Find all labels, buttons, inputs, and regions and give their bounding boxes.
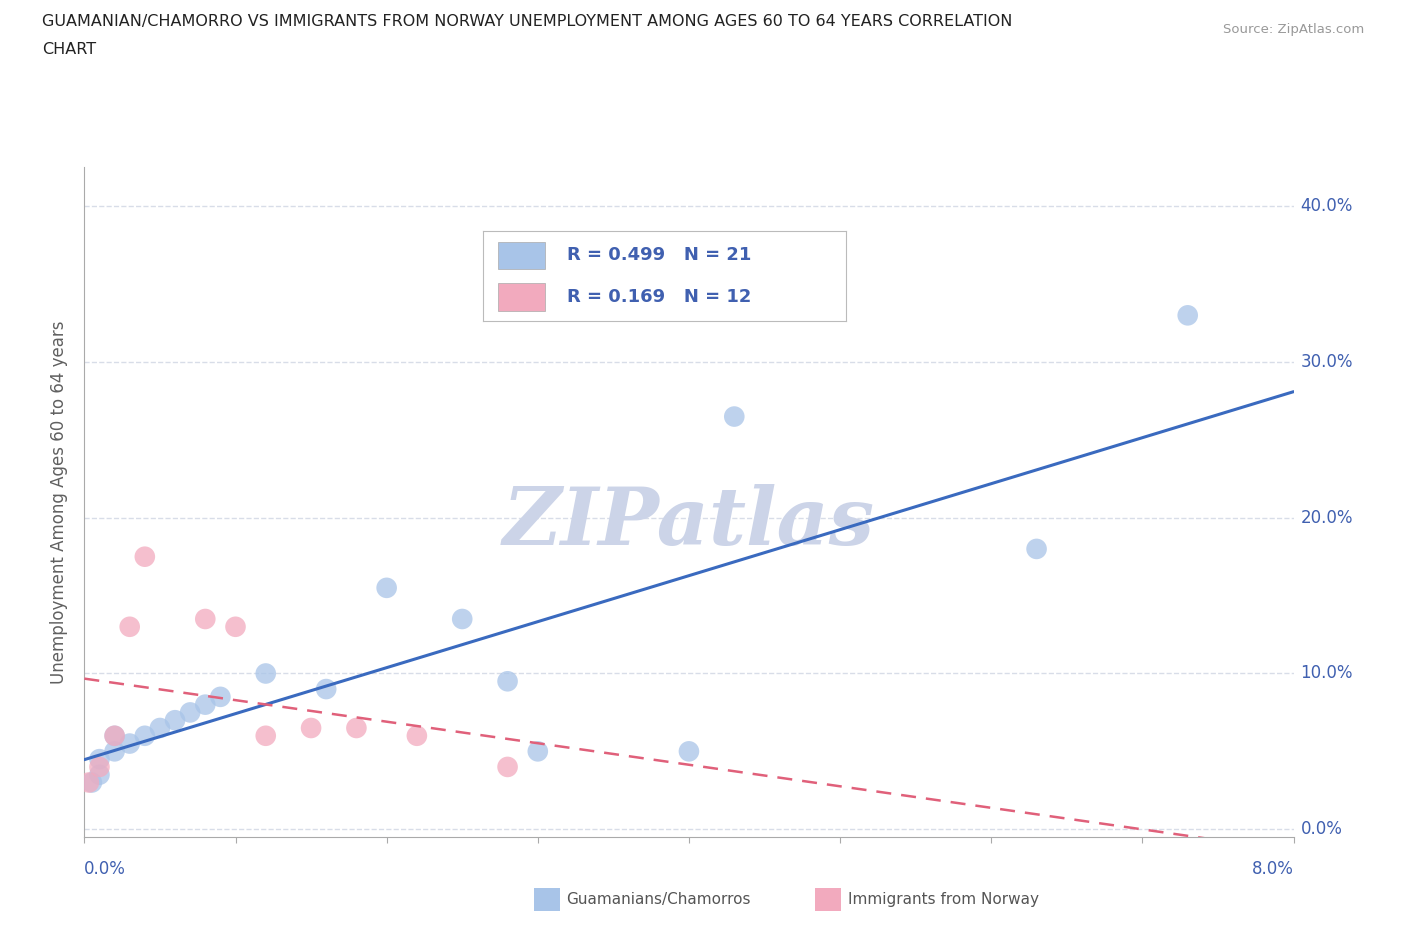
Point [179, 705, 201, 720]
Point [89, 751, 111, 766]
Point [134, 728, 156, 743]
Point [194, 698, 217, 712]
Point [89, 767, 111, 782]
Point [80, 775, 103, 790]
Point [451, 612, 474, 627]
Point [254, 666, 277, 681]
Point [77, 775, 100, 790]
Text: 20.0%: 20.0% [1301, 509, 1353, 526]
Text: Source: ZipAtlas.com: Source: ZipAtlas.com [1223, 23, 1364, 36]
Text: 10.0%: 10.0% [1301, 665, 1353, 683]
Point [527, 744, 550, 759]
Text: 8.0%: 8.0% [1251, 860, 1294, 878]
Text: GUAMANIAN/CHAMORRO VS IMMIGRANTS FROM NORWAY UNEMPLOYMENT AMONG AGES 60 TO 64 YE: GUAMANIAN/CHAMORRO VS IMMIGRANTS FROM NO… [42, 14, 1012, 29]
Point [149, 721, 172, 736]
Text: ZIPatlas: ZIPatlas [503, 484, 875, 561]
Text: 0.0%: 0.0% [1301, 820, 1343, 838]
Point [678, 744, 700, 759]
Text: Guamanians/Chamorros: Guamanians/Chamorros [567, 892, 751, 908]
Point [104, 728, 127, 743]
Point [496, 760, 519, 775]
Text: CHART: CHART [42, 42, 96, 57]
Point [134, 550, 156, 565]
Point [104, 728, 127, 743]
Point [194, 612, 217, 627]
Point [346, 721, 368, 736]
Point [118, 619, 141, 634]
Point [496, 674, 519, 689]
Point [165, 712, 187, 727]
Point [89, 760, 111, 775]
Text: 40.0%: 40.0% [1301, 197, 1353, 216]
Point [254, 728, 277, 743]
Text: 30.0%: 30.0% [1301, 353, 1353, 371]
Point [104, 744, 127, 759]
Point [406, 728, 429, 743]
Text: Immigrants from Norway: Immigrants from Norway [848, 892, 1039, 908]
Point [1025, 541, 1047, 556]
Point [315, 682, 337, 697]
Point [209, 689, 232, 704]
Y-axis label: Unemployment Among Ages 60 to 64 years: Unemployment Among Ages 60 to 64 years [51, 321, 69, 684]
Point [299, 721, 322, 736]
Text: 0.0%: 0.0% [84, 860, 127, 878]
Point [1177, 308, 1199, 323]
Point [375, 580, 398, 595]
Point [225, 619, 247, 634]
Point [723, 409, 745, 424]
Point [118, 737, 141, 751]
